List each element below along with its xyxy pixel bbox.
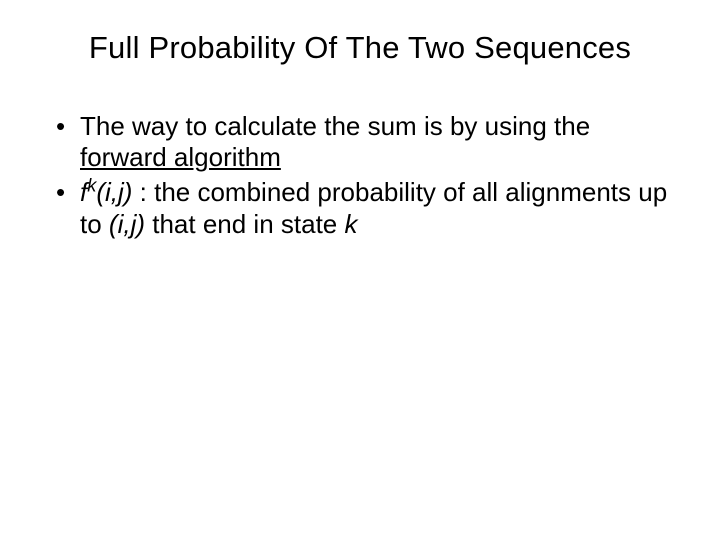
bullet-text: The way to calculate the sum is by using… <box>80 111 590 141</box>
math-ij: (i,j) <box>109 209 145 239</box>
slide: Full Probability Of The Two Sequences Th… <box>0 0 720 540</box>
bullet-text: that end in state <box>145 209 344 239</box>
list-item: The way to calculate the sum is by using… <box>50 111 680 173</box>
math-symbol-k: k <box>344 209 357 239</box>
math-args: (i,j) <box>96 177 132 207</box>
slide-title: Full Probability Of The Two Sequences <box>40 30 680 66</box>
math-superscript-k: k <box>87 176 96 196</box>
bullet-list: The way to calculate the sum is by using… <box>50 111 680 240</box>
list-item: fk(i,j) : the combined probability of al… <box>50 177 680 239</box>
underlined-term: forward algorithm <box>80 142 281 172</box>
